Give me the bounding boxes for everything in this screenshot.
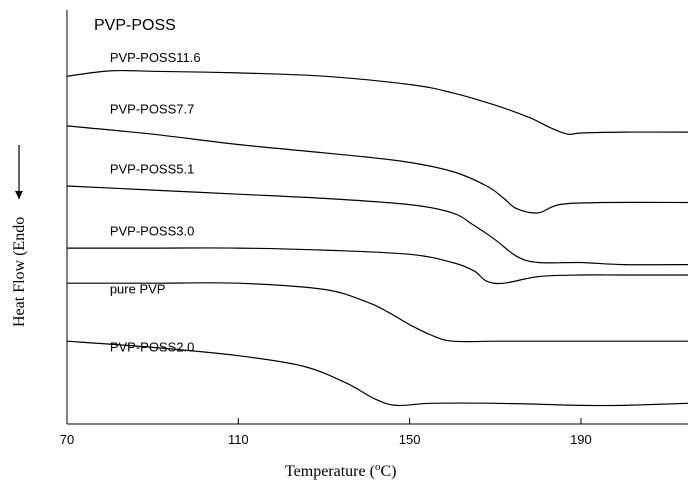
- endo-arrow-icon: [15, 145, 23, 199]
- series-label-pvp-poss7-7: PVP-POSS7.7: [110, 102, 195, 117]
- series-label-pvp-poss3-0: PVP-POSS3.0: [110, 224, 195, 239]
- x-tick-label-70: 70: [60, 432, 74, 447]
- x-axis-label: Temperature (oC): [285, 461, 396, 480]
- x-axis-label-superscript: o: [375, 461, 381, 473]
- y-axis-label-group: Heat Flow (Endo: [11, 145, 28, 327]
- dsc-curves: [66, 69, 688, 407]
- curve-pvp-poss5-1: [66, 185, 688, 266]
- series-label-pvp-poss2-0: PVP-POSS2.0: [110, 340, 195, 355]
- x-tick-label-110: 110: [228, 432, 249, 447]
- x-axis-label-tail: C): [380, 463, 396, 480]
- x-tick-label-190: 190: [570, 432, 592, 447]
- y-axis-label: Heat Flow (Endo: [11, 217, 28, 327]
- x-ticks: 70 110 150 190: [60, 418, 592, 447]
- series-label-pure-pvp: pure PVP: [110, 282, 166, 297]
- x-tick-label-150: 150: [399, 432, 421, 447]
- chart-title: PVP-POSS: [94, 17, 176, 34]
- curve-pvp-poss11-6: [66, 69, 688, 135]
- curve-pvp-poss3-0: [66, 282, 688, 343]
- plot-frame: [66, 10, 688, 425]
- x-axis-label-main: Temperature (: [285, 463, 375, 480]
- curve-pure-pvp: [67, 247, 688, 285]
- series-label-pvp-poss5-1: PVP-POSS5.1: [110, 162, 195, 177]
- curve-pvp-poss7-7: [66, 125, 688, 214]
- curve-pvp-poss2-0: [66, 340, 688, 407]
- series-label-pvp-poss11-6: PVP-POSS11.6: [110, 50, 201, 65]
- series-labels: PVP-POSS11.6 PVP-POSS7.7 PVP-POSS5.1 PVP-PO…: [110, 50, 201, 355]
